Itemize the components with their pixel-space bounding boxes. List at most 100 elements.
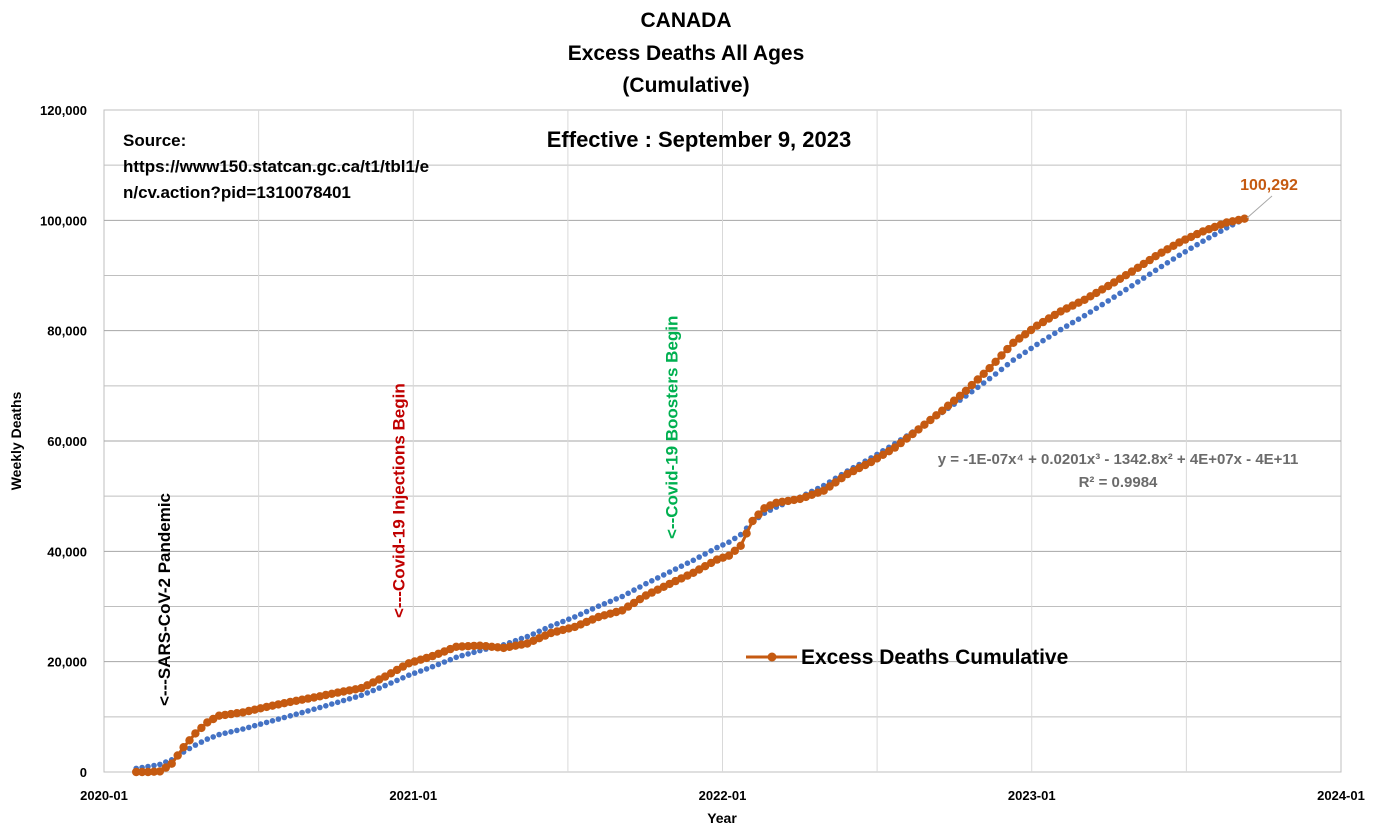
series-point: [457, 642, 467, 651]
trendline-dot: [228, 729, 234, 735]
y-tick-label: 0: [80, 765, 87, 780]
chart-title-line-1: CANADA: [641, 9, 732, 32]
series-point: [932, 411, 941, 420]
trendline-dot: [1087, 309, 1094, 315]
trendline-dot: [1135, 279, 1141, 285]
gridlines: [104, 110, 1341, 772]
annotations: <---SARS-CoV-2 Pandemic <---Covid-19 Inje…: [155, 316, 681, 706]
source-line-2: https://www150.statcan.gc.ca/t1/tbl1/e: [123, 157, 429, 176]
trendline-dot: [263, 719, 270, 726]
trendline-dot: [524, 633, 531, 640]
trendline-dot: [542, 625, 548, 632]
trendline-dot: [323, 703, 329, 709]
trendline-dot: [720, 542, 726, 548]
trendline-dot: [631, 587, 637, 593]
series-point: [730, 546, 739, 555]
trendline-dot: [649, 578, 655, 584]
trendline-dot: [1152, 267, 1159, 274]
trendline-dot: [299, 709, 305, 716]
trendline-dot: [1046, 334, 1052, 340]
trendline-dot: [986, 375, 993, 382]
annotation-label: <--Covid-19 Boosters Begin: [662, 316, 681, 539]
trendline-dot: [619, 593, 625, 600]
series-point: [1009, 338, 1018, 347]
trendline-dot: [246, 724, 252, 731]
trendline-dot: [1218, 228, 1224, 234]
series-point: [149, 767, 159, 776]
trendline-dot: [975, 384, 981, 391]
trendline-dot: [672, 566, 679, 572]
trendline-dot: [696, 554, 702, 560]
x-tick-label: 2022-01: [699, 788, 747, 803]
trendline-dot: [145, 763, 151, 770]
y-tick-label: 60,000: [47, 434, 87, 449]
chart-title-line-2: Excess Deaths All Ages: [568, 42, 805, 65]
trendline-dot: [637, 584, 643, 590]
trendline-dot: [151, 762, 157, 769]
trendline-dot: [447, 656, 454, 663]
trendline-dot: [311, 706, 317, 712]
trendline-dot: [1182, 249, 1188, 255]
trendline-dot: [1140, 275, 1147, 281]
trendline-dot: [548, 623, 554, 629]
trendline-dot: [708, 548, 714, 554]
trendline-dot: [1111, 294, 1117, 300]
series-point: [635, 595, 645, 604]
trendline-dot: [1063, 323, 1070, 329]
series-point: [179, 743, 188, 752]
trendline-dot: [388, 680, 394, 686]
series-point: [926, 415, 935, 425]
trendline-dot: [376, 685, 383, 691]
trendline-dot: [1129, 283, 1135, 289]
trendline-dot: [572, 614, 578, 620]
trendline-dot: [702, 551, 708, 557]
trendline-dot: [346, 696, 353, 702]
series-point: [1139, 259, 1148, 269]
trendline-dot: [453, 654, 460, 661]
y-tick-label: 100,000: [40, 213, 87, 228]
trendline-dot: [441, 659, 448, 665]
series-point: [967, 380, 976, 390]
series-point: [831, 478, 840, 487]
trendline-dot: [1164, 260, 1171, 266]
trendline-dot: [1075, 316, 1082, 323]
series-point: [991, 357, 1000, 366]
series-point: [819, 486, 828, 495]
series-point: [137, 767, 147, 777]
series-point: [908, 429, 917, 439]
trendline-dot: [1099, 301, 1105, 308]
trendline-dot: [423, 666, 430, 672]
series-point: [167, 759, 176, 768]
trendline-dot: [1057, 326, 1064, 333]
trendline-dot: [269, 718, 276, 724]
trendline-dot: [364, 690, 371, 696]
series-point: [469, 641, 479, 651]
trendline-dot: [678, 563, 685, 569]
series-point: [973, 375, 982, 384]
series-point: [132, 767, 141, 777]
source-line-3: n/cv.action?pid=1310078401: [123, 183, 351, 202]
trendline-dot: [654, 575, 661, 581]
trendline-dot: [666, 569, 673, 575]
trendline-dot: [643, 580, 649, 587]
y-axis-label: Weekly Deaths: [8, 392, 24, 491]
series-point: [742, 529, 751, 538]
series-point: [902, 434, 911, 443]
trendline-dot: [1200, 238, 1206, 244]
x-tick-label: 2024-01: [1317, 788, 1365, 803]
trendline-dot: [589, 606, 596, 612]
series-point: [143, 767, 153, 777]
trendline-dot: [465, 651, 471, 657]
trendline-dot: [1194, 241, 1200, 248]
trendline-dot: [317, 704, 323, 711]
x-axis-ticks: 2020-01 2021-01 2022-01 2023-01 2024-01: [80, 788, 1365, 803]
trendline-dot: [234, 727, 240, 734]
trendline-dot: [1117, 290, 1123, 297]
trendline-dot: [192, 742, 199, 748]
trendline-dot: [1010, 357, 1017, 363]
source-line-1: Source:: [123, 131, 186, 150]
y-tick-label: 20,000: [47, 655, 87, 670]
effective-date: Effective : September 9, 2023: [547, 127, 851, 152]
trendline-dot: [163, 759, 169, 765]
